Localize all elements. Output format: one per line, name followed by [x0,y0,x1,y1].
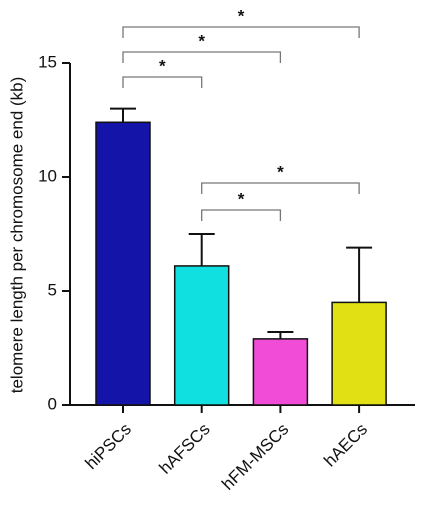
y-tick-label: 5 [48,280,57,299]
significance-bracket [122,26,360,38]
bar [173,265,230,406]
significance-bracket [201,209,282,221]
x-tick-label: hAECs [320,420,371,471]
significance-label: * [277,162,284,181]
x-tick-label: hFM-MSCs [218,420,292,494]
significance-bracket [201,182,360,194]
bar [252,338,309,406]
significance-label: * [238,6,245,25]
y-axis-label: telomere length per chromosome end (kb) [7,77,26,394]
y-tick-label: 0 [48,394,57,413]
x-tick-label: hAFSCs [156,420,214,478]
significance-bracket [122,76,203,88]
significance-bracket [122,51,282,63]
significance-label: * [198,31,205,50]
significance-label: * [159,56,166,75]
x-tick-label: hiPSCs [81,420,135,474]
bar [331,301,387,406]
y-tick-label: 10 [38,166,57,185]
y-tick-label: 15 [38,52,57,71]
bar [95,121,151,406]
significance-label: * [238,189,245,208]
